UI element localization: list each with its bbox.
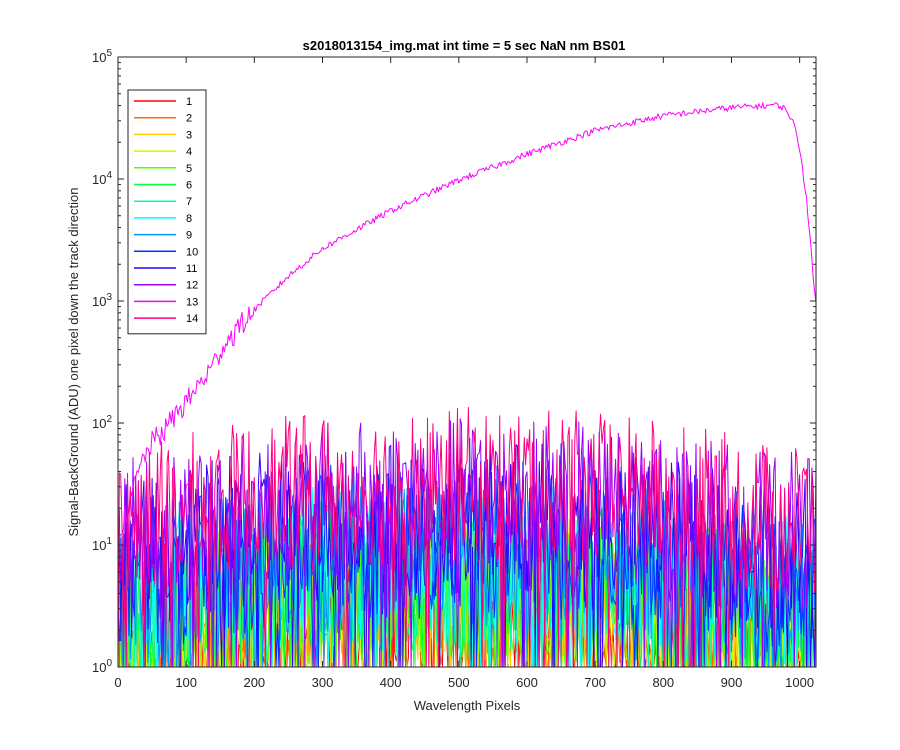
x-tick-label: 500 [448,675,470,690]
axes-box [117,56,817,668]
x-tick-label: 0 [114,675,121,690]
legend-label: 9 [186,230,192,242]
series-line-14 [118,407,816,667]
y-tick-label: 104 [92,170,112,187]
x-tick-label: 200 [243,675,265,690]
x-tick-label: 400 [380,675,402,690]
series-line-13 [118,102,816,549]
legend-label: 3 [186,129,192,141]
legend-box [127,89,207,335]
legend-label: 6 [186,180,192,192]
plot-area [117,56,817,668]
x-tick-label: 100 [175,675,197,690]
x-tick-label: 700 [584,675,606,690]
x-tick-label: 800 [652,675,674,690]
legend-label: 1 [186,96,192,108]
y-tick-label: 101 [92,536,112,553]
legend-label: 12 [186,280,198,292]
legend-label: 11 [186,263,197,275]
legend-label: 5 [186,163,192,175]
legend-label: 4 [186,146,192,158]
legend-label: 13 [186,296,198,308]
x-tick-label: 1000 [785,675,814,690]
x-axis: 0 100 200 300 400 500 600 700 800 900 1000 [114,57,814,690]
chart-title: s2018013154_img.mat int time = 5 sec NaN… [303,38,626,53]
legend-label: 2 [186,113,192,125]
legend-label: 10 [186,246,198,258]
x-axis-label: Wavelength Pixels [414,698,521,713]
y-axis-label: Signal-BackGround (ADU) one pixel down t… [66,187,81,536]
y-tick-label: 103 [92,292,112,309]
y-tick-label: 100 [92,658,112,675]
legend-label: 7 [186,196,192,208]
x-tick-label: 300 [312,675,334,690]
x-tick-label: 600 [516,675,538,690]
legend-label: 8 [186,213,192,225]
legend-label: 14 [186,313,198,325]
x-tick-label: 900 [721,675,743,690]
y-tick-label: 105 [92,48,112,65]
series-layer [118,102,816,667]
y-tick-label: 102 [92,414,112,431]
